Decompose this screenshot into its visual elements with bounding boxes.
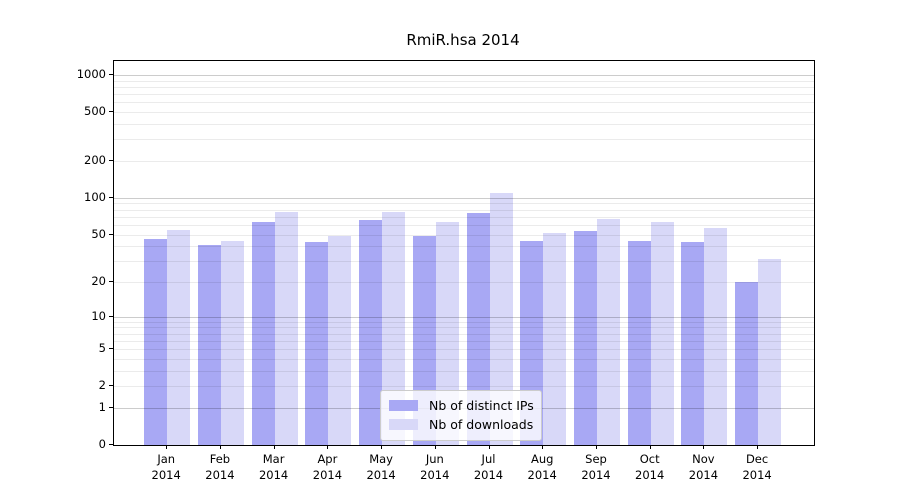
bar-downloads	[704, 227, 728, 445]
bar-distinct-ips	[627, 241, 651, 445]
bar-distinct-ips	[197, 244, 221, 445]
bar-distinct-ips	[466, 213, 490, 445]
x-tick-label: Apr 2014	[312, 452, 343, 482]
legend-row-downloads: Nb of downloads	[389, 415, 533, 434]
x-tick	[542, 445, 544, 449]
x-tick	[649, 445, 651, 449]
y-tick-label: 100	[84, 189, 106, 204]
y-tick	[109, 348, 113, 350]
legend-swatch-downloads	[389, 419, 418, 430]
bar-downloads	[435, 221, 459, 445]
legend-row-distinct-ips: Nb of distinct IPs	[389, 396, 534, 415]
y-tick-label: 0	[98, 437, 106, 451]
y-tick	[109, 233, 113, 235]
y-tick-label: 500	[84, 104, 106, 119]
y-tick-label: 1	[98, 399, 106, 414]
bar-distinct-ips	[574, 231, 597, 445]
x-tick	[327, 445, 329, 449]
y-tick	[109, 74, 113, 75]
x-tick	[381, 445, 383, 449]
y-tick	[109, 196, 113, 198]
y-tick	[109, 281, 113, 282]
x-tick-label: Sep 2014	[581, 452, 611, 482]
y-tick	[109, 111, 113, 113]
y-tick-label: 50	[91, 226, 106, 241]
bar-distinct-ips	[359, 219, 383, 445]
y-tick-label: 2	[98, 378, 106, 393]
y-tick	[109, 444, 113, 445]
x-tick	[596, 445, 597, 449]
plot-area: Nb of distinct IPs Nb of downloads	[113, 60, 815, 446]
bar-downloads	[274, 212, 298, 445]
x-tick-label: Aug 2014	[527, 452, 557, 482]
legend-label-downloads: Nb of downloads	[429, 417, 534, 432]
y-tick	[109, 406, 113, 408]
y-tick	[109, 315, 113, 317]
x-tick	[488, 445, 490, 449]
bar-downloads	[597, 219, 620, 445]
x-tick-label: Oct 2014	[635, 452, 665, 482]
bar-distinct-ips	[681, 242, 705, 445]
x-tick	[703, 445, 705, 449]
bar-downloads	[650, 221, 674, 445]
bar-downloads	[167, 230, 191, 445]
x-tick-label: May 2014	[366, 452, 396, 482]
legend-swatch-distinct-ips	[389, 400, 418, 411]
y-tick-label: 20	[91, 274, 106, 288]
x-tick-label: Jan 2014	[151, 452, 181, 482]
x-tick-label: Mar 2014	[258, 452, 289, 482]
x-tick	[757, 445, 759, 449]
bar-downloads	[489, 192, 513, 445]
x-tick	[219, 445, 221, 449]
x-tick-label: Feb 2014	[205, 452, 235, 482]
x-tick	[273, 445, 275, 449]
y-tick-label: 1000	[76, 67, 106, 81]
bar-distinct-ips	[305, 242, 329, 445]
y-tick-label: 10	[91, 308, 106, 323]
chart-title: RmiR.hsa 2014	[406, 31, 520, 49]
legend: Nb of distinct IPs Nb of downloads	[380, 390, 542, 441]
x-tick-label: Dec 2014	[742, 452, 772, 482]
x-tick-label: Jul 2014	[473, 452, 504, 482]
x-tick	[434, 445, 436, 449]
legend-label-distinct-ips: Nb of distinct IPs	[429, 398, 534, 413]
bar-downloads	[220, 241, 244, 445]
bar-downloads	[758, 259, 782, 445]
y-tick	[109, 385, 113, 387]
bar-downloads	[543, 233, 567, 445]
y-tick	[109, 160, 113, 161]
x-tick-label: Nov 2014	[688, 452, 719, 482]
bar-distinct-ips	[251, 221, 275, 445]
bar-downloads	[382, 211, 406, 445]
y-tick-label: 5	[98, 341, 106, 356]
bars-layer	[114, 61, 814, 445]
y-tick-label: 200	[84, 153, 106, 167]
x-tick	[166, 445, 168, 449]
bar-downloads	[328, 235, 352, 445]
x-tick-label: Jun 2014	[420, 452, 450, 482]
bar-distinct-ips	[735, 282, 759, 445]
bar-distinct-ips	[144, 238, 168, 445]
